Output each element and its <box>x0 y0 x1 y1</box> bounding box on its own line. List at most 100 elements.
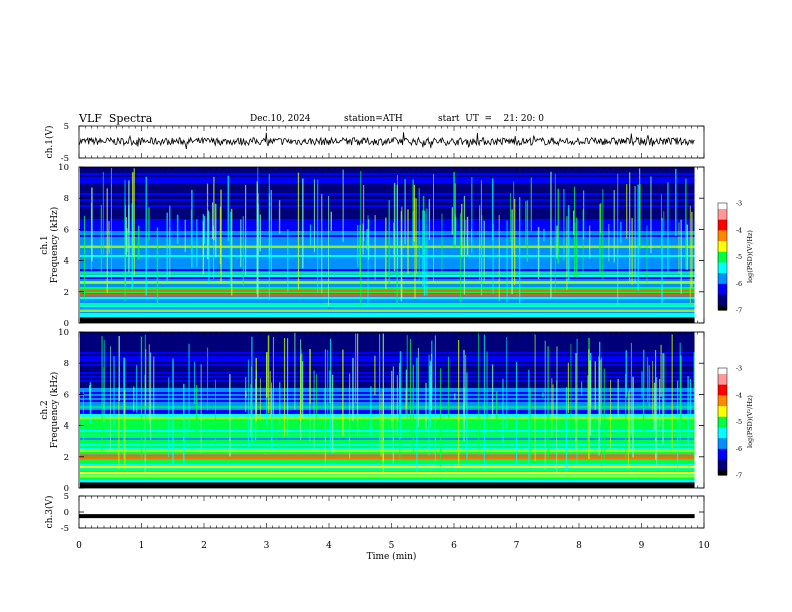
ch1-colorbar-swatch <box>718 227 727 231</box>
ch1-colorbar-swatch <box>718 256 727 259</box>
ch2-colorbar-swatch <box>718 387 727 390</box>
ch2-band-line <box>80 433 695 437</box>
ch2-colorbar-swatch <box>718 462 727 465</box>
ch1-ylabel: ch.1(V) <box>44 126 55 159</box>
ch1-colorbar-swatch <box>718 285 727 288</box>
ch2-colorbar-swatch <box>718 394 727 398</box>
ch1-colorbar-swatch <box>718 251 727 254</box>
ch2-colorbar-tick: -6 <box>736 445 742 453</box>
ch2-colorbar-swatch <box>718 428 727 432</box>
ch2-colorbar-swatch <box>718 389 727 392</box>
ch1-colorbar-swatch <box>718 226 727 229</box>
ch1-colorbar-swatch <box>718 217 727 220</box>
ch1-colorbar-swatch <box>718 203 727 206</box>
y-tick-label: 2 <box>64 288 69 298</box>
ch2-spectrogram-plot <box>80 332 704 488</box>
y-tick-label: 2 <box>64 453 69 463</box>
ch1-colorbar-swatch <box>718 308 727 311</box>
y-tick-label: 4 <box>64 257 69 267</box>
y-tick-label: 0 <box>64 319 69 329</box>
ch1-colorbar-swatch <box>718 219 727 222</box>
ch2-colorbar-swatch <box>718 412 727 415</box>
x-tick-label: 4 <box>326 541 332 551</box>
ch2-colorbar-swatch <box>718 410 727 414</box>
ch3-ylabel: ch.3(V) <box>44 496 55 529</box>
ch2-colorbar-swatch <box>718 391 727 394</box>
ch2-colorbar-swatch <box>718 401 727 405</box>
ch2-band-line <box>80 405 695 409</box>
ch1-band-line <box>80 281 695 284</box>
y-tick-label: 10 <box>58 163 69 173</box>
ch1-colorbar-tick: -5 <box>736 253 742 261</box>
ch1-colorbar-swatch <box>718 288 727 291</box>
y-tick-label: 8 <box>64 194 69 204</box>
ch2-colorbar-swatch <box>718 464 727 467</box>
x-tick-label: 6 <box>451 541 457 551</box>
ch1-colorbar-swatch <box>718 306 727 309</box>
ch1-colorbar-swatch <box>718 304 727 308</box>
ch2-colorbar-swatch <box>718 457 727 460</box>
ch2-colorbar-swatch <box>718 448 727 451</box>
ch1-colorbar-tick: -7 <box>736 307 742 315</box>
ch1-band-line <box>80 309 695 313</box>
ch2-colorbar-swatch <box>718 451 727 455</box>
ch2-colorbar-swatch <box>718 376 727 380</box>
ch1-colorbar-swatch <box>718 299 727 302</box>
chart-title: VLF Spectra <box>79 112 153 125</box>
y-tick-label: 8 <box>64 359 69 369</box>
y-tick-label: 0 <box>64 508 69 518</box>
y-tick-label: 4 <box>64 422 69 432</box>
ch1-colorbar-swatch <box>718 247 727 250</box>
ch1-channel-label: ch.1 <box>40 235 50 254</box>
ch1-band-line <box>80 272 695 275</box>
ch1-colorbar-swatch <box>718 204 727 208</box>
ch2-colorbar-swatch <box>718 416 727 419</box>
ch2-colorbar-swatch <box>718 469 727 473</box>
ch1-colorbar-swatch <box>718 236 727 240</box>
ch1-colorbar-swatch <box>718 211 727 215</box>
ch1-colorbar-frame <box>717 202 728 311</box>
ch1-colorbar-swatch <box>718 222 727 225</box>
ch2-colorbar-swatch <box>718 396 727 399</box>
ch2-colorbar-swatch <box>718 400 727 403</box>
ch2-colorbar-swatch <box>718 460 727 464</box>
ch1-colorbar-swatch <box>718 277 727 281</box>
x-axis-title: Time (min) <box>367 551 417 562</box>
ch1-colorbar-swatch <box>718 231 727 234</box>
ch1-colorbar-swatch <box>718 242 727 245</box>
ch2-colorbar-swatch <box>718 432 727 435</box>
ch2-colorbar-swatch <box>718 467 727 471</box>
ch2-colorbar-swatch <box>718 385 727 389</box>
ch1-colorbar-swatch <box>718 213 727 217</box>
ch1-colorbar-swatch <box>718 229 727 233</box>
ch1-colorbar-swatch <box>718 268 727 272</box>
ch1-colorbar-swatch <box>718 297 727 300</box>
ch1-colorbar-swatch <box>718 238 727 242</box>
ch2-ylabel: Frequency (kHz) <box>49 372 60 449</box>
ch1-colorbar-label: log(PSD)(V²/Hz) <box>746 230 754 283</box>
x-tick-label: 5 <box>389 541 395 551</box>
ch2-colorbar-swatch <box>718 444 727 448</box>
ch2-colorbar-swatch <box>718 430 727 433</box>
ch2-colorbar-swatch <box>718 398 727 401</box>
ch2-colorbar-frame <box>717 367 728 476</box>
ch2-colorbar-tick: -5 <box>736 418 742 426</box>
ch2-colorbar-swatch <box>718 378 727 382</box>
ch2-colorbar-tick: -7 <box>736 472 742 480</box>
ch2-colorbar-swatch <box>718 439 727 442</box>
ch1-colorbar-tick: -6 <box>736 280 742 288</box>
ch2-colorbar-tick: -3 <box>736 365 742 373</box>
ch2-band-line <box>80 416 695 420</box>
ch2-colorbar-tick: -4 <box>736 391 742 399</box>
x-tick-label: 7 <box>514 541 520 551</box>
y-tick-label: 0 <box>64 484 69 494</box>
ch1-colorbar-swatch <box>718 261 727 265</box>
ch2-colorbar-swatch <box>718 435 727 439</box>
x-tick-label: 2 <box>201 541 207 551</box>
ch2-colorbar-swatch <box>718 417 727 421</box>
x-tick-label: 1 <box>139 541 145 551</box>
ch1-ylabel: Frequency (kHz) <box>49 207 60 284</box>
ch2-colorbar-swatch <box>718 371 727 374</box>
ch2-colorbar-swatch <box>718 426 727 430</box>
